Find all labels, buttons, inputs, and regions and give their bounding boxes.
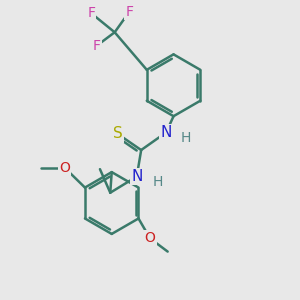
Text: S: S [113,126,122,141]
Text: N: N [131,169,142,184]
Text: N: N [160,125,172,140]
Text: F: F [87,6,95,20]
Text: H: H [180,131,190,145]
Text: O: O [59,161,70,175]
Text: F: F [125,5,134,19]
Text: F: F [93,38,101,52]
Text: H: H [152,176,163,189]
Text: O: O [145,231,155,245]
